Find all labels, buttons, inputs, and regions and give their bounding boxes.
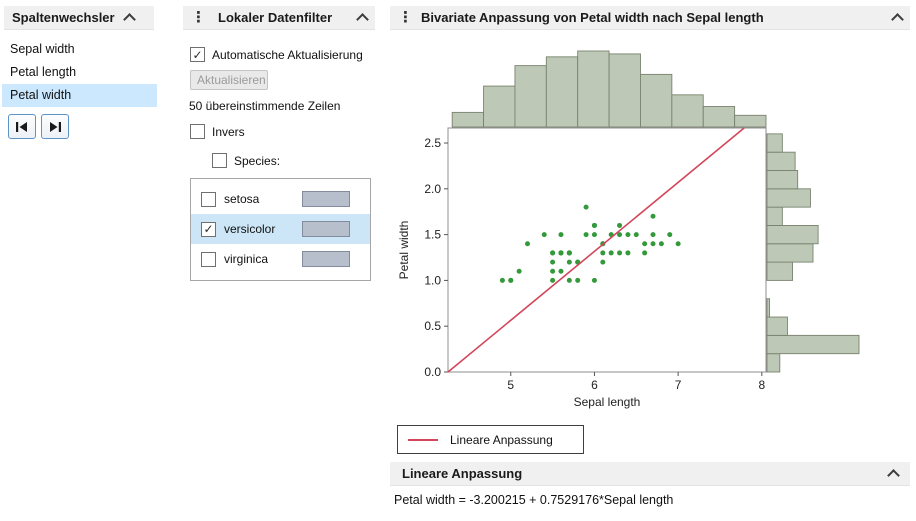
y-axis-label: Petal width: [397, 221, 411, 280]
linear-fit-title: Lineare Anpassung: [402, 466, 523, 481]
invert-checkbox[interactable]: [190, 124, 205, 139]
fit-equation: Petal width = -3.200215 + 0.7529176*Sepa…: [394, 493, 674, 507]
scatter-points[interactable]: [499, 204, 681, 283]
column-switcher-list: Sepal width Petal length Petal width: [2, 38, 157, 107]
next-column-button[interactable]: [41, 114, 69, 139]
column-switcher-title: Spaltenwechsler: [12, 10, 115, 25]
auto-update-checkbox[interactable]: [190, 47, 205, 62]
x-axis-label: Sepal length: [574, 395, 641, 409]
fit-line-swatch: [408, 438, 438, 441]
svg-text:8: 8: [758, 378, 765, 392]
species-row[interactable]: versicolor: [191, 214, 370, 244]
data-filter-title: Lokaler Datenfilter: [218, 10, 333, 25]
svg-text:1.5: 1.5: [424, 228, 441, 242]
species-row[interactable]: virginica: [191, 244, 370, 274]
fit-legend-label: Lineare Anpassung: [450, 432, 553, 447]
chevron-up-icon[interactable]: [122, 12, 136, 26]
chevron-up-icon[interactable]: [356, 12, 369, 26]
update-button[interactable]: Aktualisieren: [190, 70, 268, 90]
auto-update-label: Automatische Aktualisierung: [212, 47, 363, 62]
species-filter-row[interactable]: Species:: [212, 153, 280, 168]
top-histogram[interactable]: [451, 50, 767, 128]
svg-text:2.5: 2.5: [424, 136, 441, 150]
column-switcher-header[interactable]: Spaltenwechsler: [4, 6, 154, 30]
column-switcher-item[interactable]: Petal length: [10, 65, 77, 79]
linear-fit-header[interactable]: Lineare Anpassung: [390, 462, 910, 486]
bivariate-header[interactable]: ⋮ Bivariate Anpassung von Petal width na…: [390, 6, 910, 30]
svg-text:1.0: 1.0: [424, 273, 441, 287]
species-row[interactable]: setosa: [191, 184, 370, 214]
invert-label: Invers: [212, 124, 245, 139]
svg-text:5: 5: [507, 378, 514, 392]
species-value-checkbox[interactable]: [201, 251, 216, 267]
species-checkbox[interactable]: [212, 153, 227, 168]
species-count-bar: [302, 251, 350, 267]
axes: 5 6 7 8 0.0 0.5 1.0 1.5 2.0 2.5 Sepal length Petal …: [397, 136, 765, 409]
bivariate-plot[interactable]: 5 6 7 8 0.0 0.5 1.0 1.5 2.0 2.5 Sepal length Petal …: [390, 36, 910, 422]
species-value-label: virginica: [224, 252, 269, 266]
svg-text:0.0: 0.0: [424, 365, 441, 379]
skip-to-first-icon: [16, 121, 27, 132]
data-filter-header[interactable]: ⋮ Lokaler Datenfilter: [183, 6, 375, 30]
invert-row[interactable]: Invers: [190, 124, 245, 139]
species-count-bar: [302, 221, 350, 237]
matching-rows-text: 50 übereinstimmende Zeilen: [189, 99, 341, 113]
svg-text:2.0: 2.0: [424, 182, 441, 196]
column-switcher-item[interactable]: Sepal width: [10, 42, 75, 56]
bivariate-title: Bivariate Anpassung von Petal width nach…: [421, 10, 764, 25]
species-list: setosa versicolor virginica: [190, 178, 371, 281]
fit-legend: Lineare Anpassung: [397, 425, 584, 454]
right-histogram[interactable]: [766, 133, 860, 373]
species-count-bar: [302, 191, 350, 207]
menu-icon[interactable]: ⋮: [398, 9, 413, 26]
column-switcher-item[interactable]: Petal width: [2, 84, 157, 107]
species-filter-label: Species:: [234, 153, 281, 168]
svg-text:6: 6: [591, 378, 598, 392]
column-switcher-nav: [8, 114, 69, 139]
chevron-up-icon[interactable]: [887, 468, 900, 482]
species-value-label: setosa: [224, 192, 260, 206]
chevron-up-icon[interactable]: [891, 12, 904, 26]
species-value-checkbox[interactable]: [201, 191, 216, 207]
species-value-label: versicolor: [224, 222, 276, 236]
species-value-checkbox[interactable]: [201, 221, 216, 237]
fit-line[interactable]: [447, 127, 745, 373]
svg-text:0.5: 0.5: [424, 319, 441, 333]
svg-text:7: 7: [675, 378, 682, 392]
plot-frame: [447, 127, 767, 373]
skip-to-last-icon: [50, 121, 61, 132]
menu-icon[interactable]: ⋮: [191, 9, 206, 26]
auto-update-row[interactable]: Automatische Aktualisierung: [190, 47, 363, 62]
previous-column-button[interactable]: [8, 114, 36, 139]
